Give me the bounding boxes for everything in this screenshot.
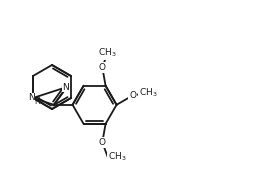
Text: CH$_3$: CH$_3$ [98,47,117,59]
Text: N: N [62,82,69,92]
Text: N: N [29,93,35,101]
Text: H: H [34,97,40,105]
Text: CH$_3$: CH$_3$ [108,151,126,163]
Text: O: O [129,91,136,100]
Text: O: O [99,138,106,147]
Text: O: O [99,63,106,72]
Text: CH$_3$: CH$_3$ [138,86,157,99]
